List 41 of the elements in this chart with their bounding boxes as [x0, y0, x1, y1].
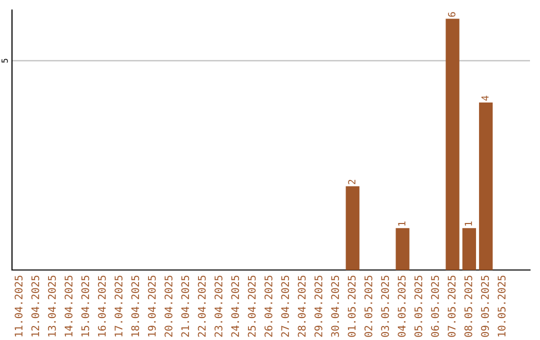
- bar: [462, 228, 476, 270]
- x-tick-label: 06.05.2025: [431, 276, 439, 337]
- data-label: 6: [448, 12, 456, 17]
- x-tick-label: 19.04.2025: [148, 276, 156, 336]
- x-tick-label: 25.04.2025: [248, 276, 256, 337]
- x-tick-label: 17.04.2025: [114, 276, 122, 336]
- data-label: 4: [481, 96, 489, 101]
- bar: [479, 102, 493, 270]
- x-tick-label: 21.04.2025: [181, 276, 190, 337]
- x-tick-label: 20.04.2025: [164, 276, 172, 337]
- x-tick-label: 15.04.2025: [81, 276, 90, 336]
- x-tick-label: 16.04.2025: [98, 276, 106, 336]
- x-tick-label: 28.04.2025: [298, 276, 306, 337]
- x-tick-label: 12.04.2025: [31, 276, 40, 336]
- x-tick-label: 05.05.2025: [414, 276, 422, 337]
- x-tick-label: 13.04.2025: [48, 276, 56, 336]
- x-tick-label: 10.05.2025: [498, 276, 506, 336]
- bar: [396, 228, 410, 270]
- data-label: 1: [398, 222, 406, 226]
- x-tick-label: 01.05.2025: [348, 276, 356, 337]
- x-tick-label: 09.05.2025: [481, 276, 489, 337]
- x-tick-label: 18.04.2025: [131, 276, 140, 336]
- bar: [446, 18, 460, 270]
- x-tick-label: 24.04.2025: [231, 276, 240, 337]
- x-tick-label: 23.04.2025: [214, 276, 222, 337]
- x-tick-label: 29.04.2025: [314, 276, 322, 337]
- x-tick-label: 22.04.2025: [198, 276, 206, 337]
- x-tick-label: 07.05.2025: [448, 276, 456, 337]
- x-tick-label: 02.05.2025: [364, 276, 372, 337]
- data-label: 2: [348, 180, 356, 184]
- bar: [346, 186, 360, 270]
- data-label: 1: [464, 222, 472, 226]
- x-tick-label: 27.04.2025: [281, 276, 290, 337]
- x-tick-label: 04.05.2025: [398, 276, 406, 337]
- x-tick-label: 30.04.2025: [331, 276, 340, 337]
- x-tick-label: 03.05.2025: [381, 276, 389, 337]
- x-tick-label: 26.04.2025: [264, 276, 272, 337]
- x-tick-label: 11.04.2025: [14, 276, 23, 336]
- x-tick-label: 08.05.2025: [464, 276, 472, 337]
- x-tick-label: 14.04.2025: [64, 276, 73, 336]
- ref-line-label: 5: [2, 58, 8, 63]
